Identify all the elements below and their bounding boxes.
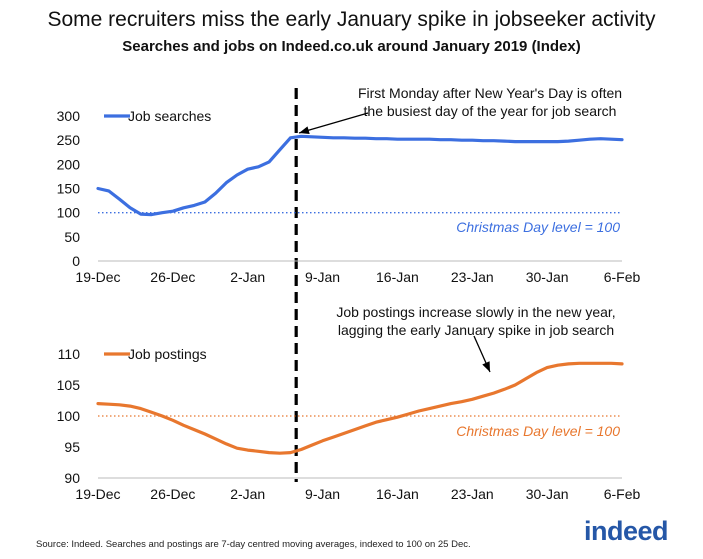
- x-tick-label: 2-Jan: [230, 486, 265, 502]
- indeed-logo-text: indeed: [584, 516, 669, 546]
- y-tick-label: 105: [57, 377, 81, 393]
- x-tick-label: 9-Jan: [305, 486, 340, 502]
- annotation-arrowhead: [299, 126, 310, 135]
- chart-subtitle: Searches and jobs on Indeed.co.uk around…: [122, 38, 581, 55]
- chart-title: Some recruiters miss the early January s…: [47, 8, 656, 31]
- y-tick-label: 100: [57, 205, 81, 221]
- x-tick-label: 26-Dec: [150, 486, 195, 502]
- legend-label: Job postings: [128, 346, 207, 362]
- annotation-text: the busiest day of the year for job sear…: [364, 103, 617, 119]
- x-tick-label: 19-Dec: [75, 486, 120, 502]
- x-tick-label: 23-Jan: [451, 269, 494, 285]
- x-tick-label: 9-Jan: [305, 269, 340, 285]
- annotation-text: lagging the early January spike in job s…: [338, 322, 614, 338]
- y-tick-label: 50: [64, 229, 80, 245]
- reference-line-label: Christmas Day level = 100: [456, 219, 620, 235]
- y-tick-label: 250: [57, 132, 81, 148]
- x-tick-label: 2-Jan: [230, 269, 265, 285]
- y-tick-label: 100: [57, 408, 81, 424]
- x-tick-label: 26-Dec: [150, 269, 195, 285]
- x-tick-label: 30-Jan: [526, 269, 569, 285]
- x-tick-label: 6-Feb: [604, 269, 641, 285]
- annotation-arrow: [298, 112, 369, 134]
- annotation-text: Job postings increase slowly in the new …: [336, 304, 615, 320]
- x-tick-label: 30-Jan: [526, 486, 569, 502]
- y-tick-label: 200: [57, 156, 81, 172]
- y-tick-label: 150: [57, 181, 81, 197]
- y-tick-label: 110: [58, 346, 81, 362]
- series-line-job-postings: [96, 361, 624, 455]
- indeed-logo: indeed: [584, 516, 669, 547]
- x-tick-label: 23-Jan: [451, 486, 494, 502]
- x-tick-label: 19-Dec: [75, 269, 120, 285]
- y-tick-label: 90: [64, 470, 80, 486]
- legend-label: Job searches: [128, 108, 211, 124]
- series-line-job-searches: [96, 134, 624, 217]
- reference-line-label: Christmas Day level = 100: [456, 423, 620, 439]
- source-note: Source: Indeed. Searches and postings ar…: [36, 539, 471, 550]
- y-tick-label: 95: [64, 439, 80, 455]
- annotation-text: First Monday after New Year's Day is oft…: [358, 85, 622, 101]
- x-tick-label: 16-Jan: [376, 486, 419, 502]
- y-tick-label: 0: [72, 253, 80, 269]
- annotation-arrowhead: [482, 361, 490, 372]
- y-tick-label: 300: [57, 108, 81, 124]
- x-tick-label: 16-Jan: [376, 269, 419, 285]
- x-tick-label: 6-Feb: [604, 486, 641, 502]
